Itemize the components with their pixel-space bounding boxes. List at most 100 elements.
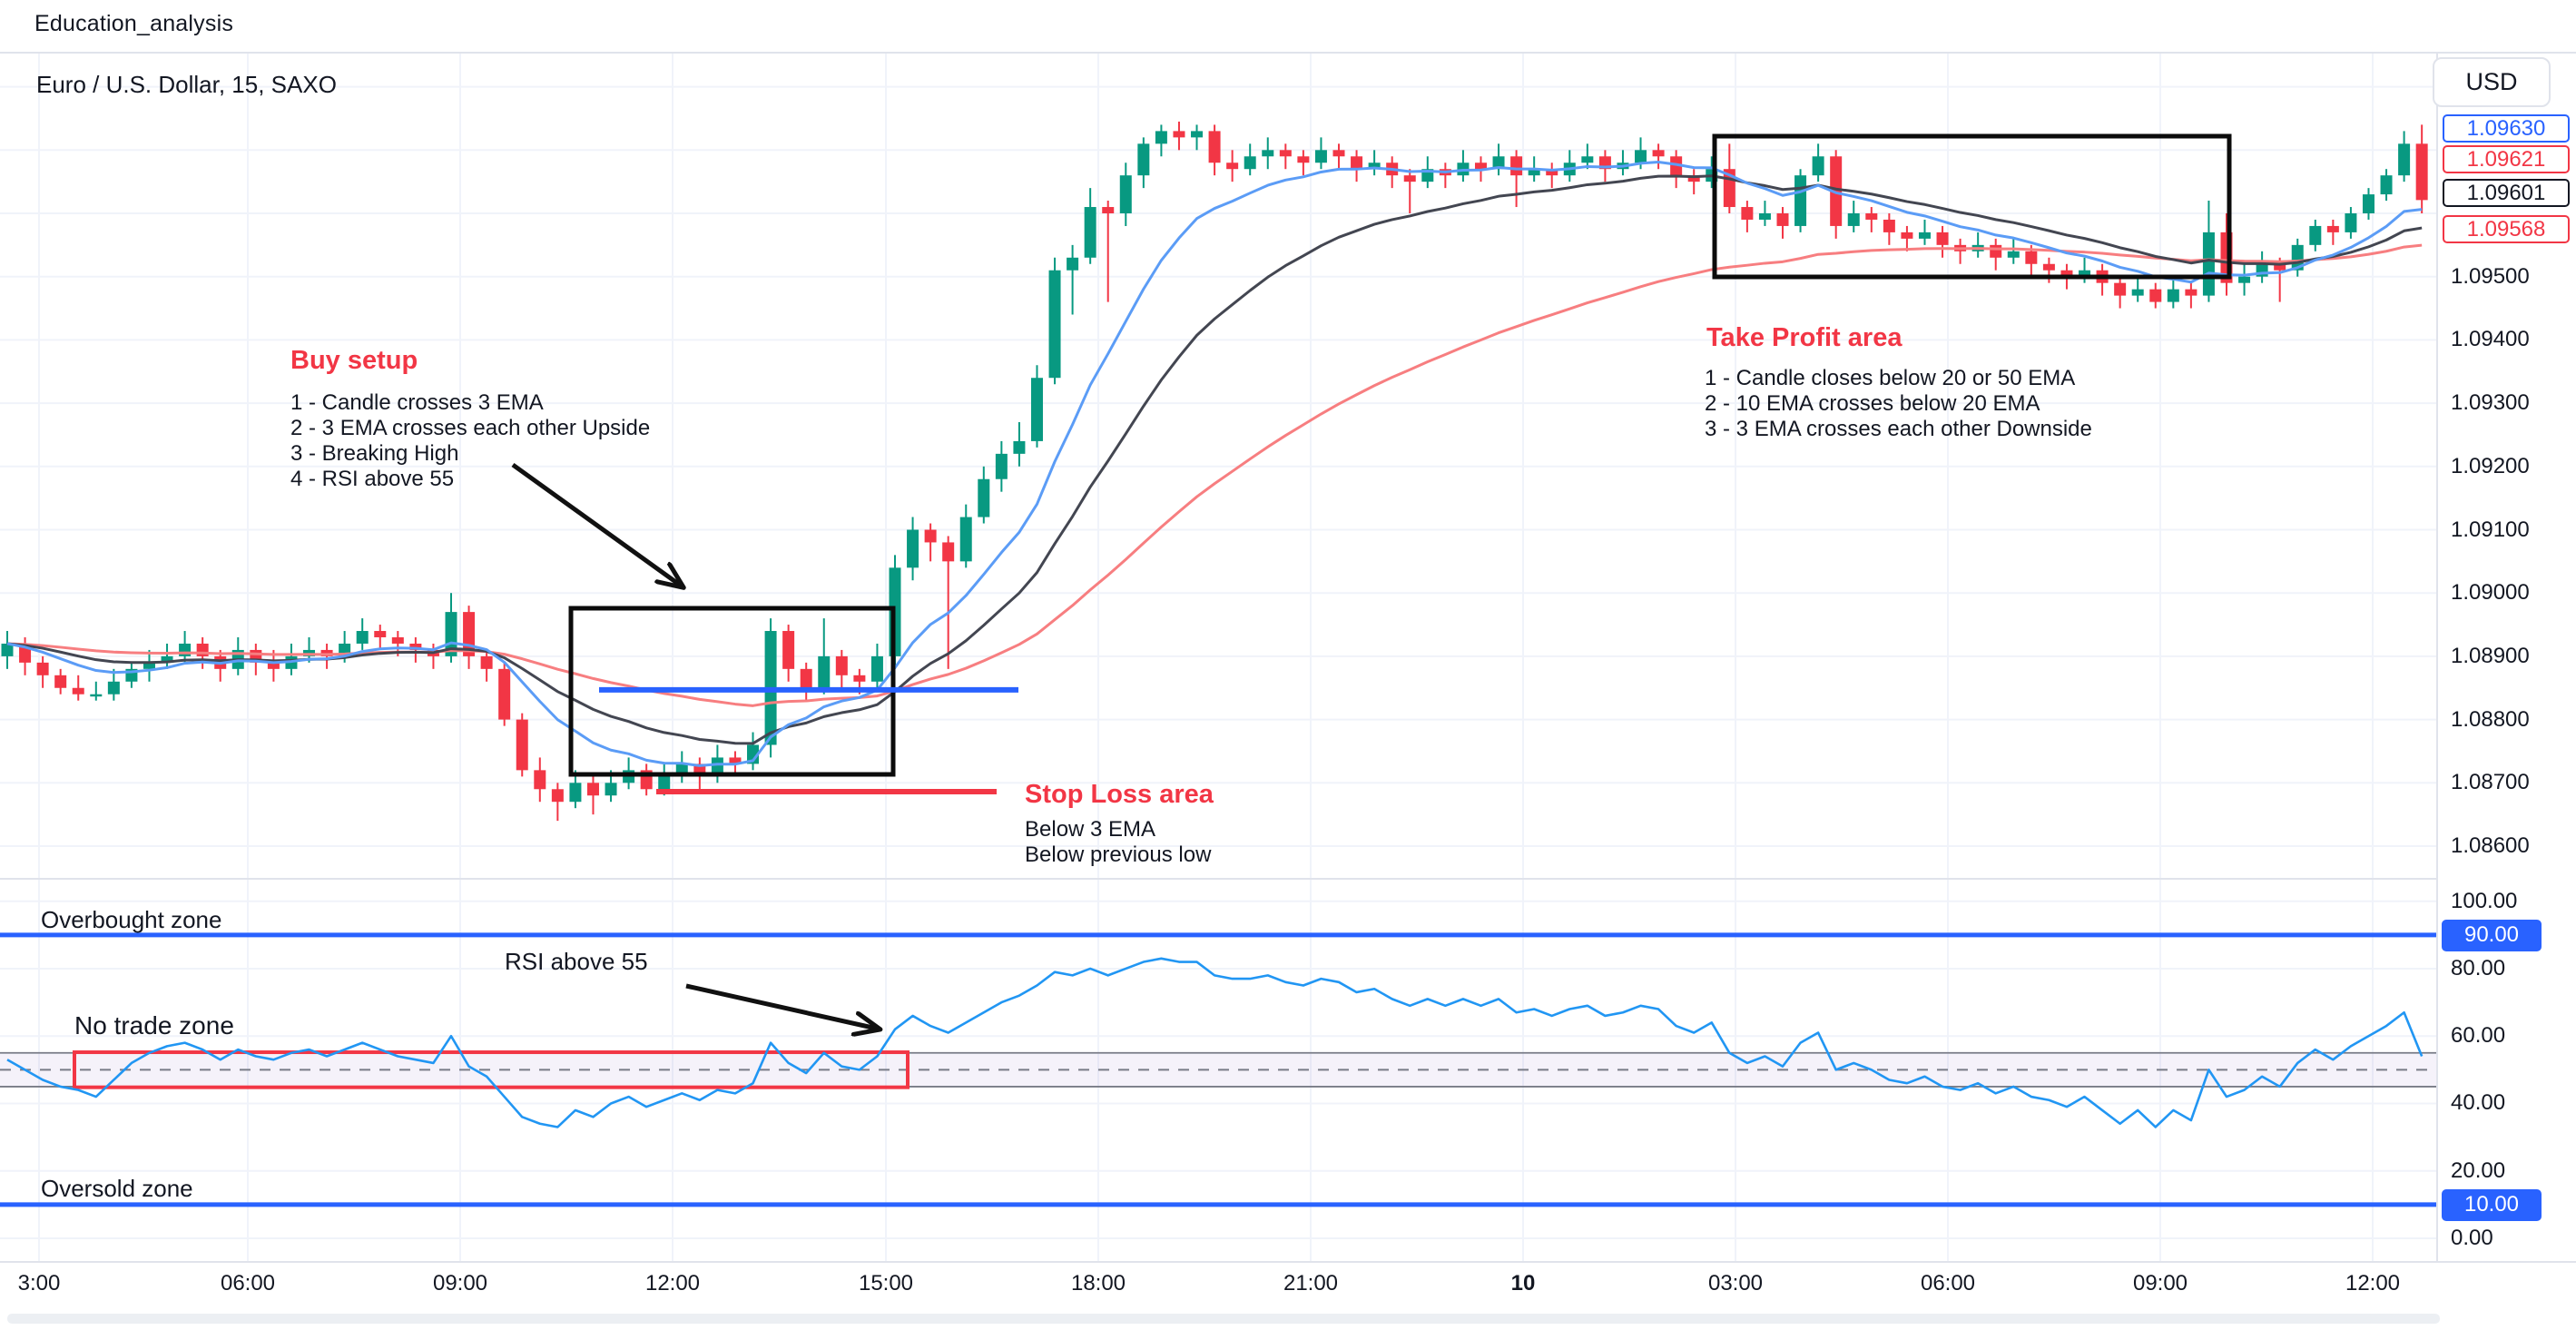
take-profit-item-3: 3 - 3 EMA crosses each other Downside: [1705, 417, 2092, 441]
candle-body: [179, 643, 192, 656]
candle-body: [1067, 257, 1079, 271]
take-profit-title: Take Profit area: [1706, 323, 1903, 352]
candle-body: [498, 668, 511, 720]
bottom-scrollbar: [7, 1314, 2440, 1324]
time-axis-label: 09:00: [2132, 1271, 2188, 1296]
price-axis-label: 1.09400: [2451, 327, 2530, 352]
candle-body: [107, 681, 120, 695]
candle-body: [1208, 131, 1221, 163]
time-axis-label: 06:00: [1920, 1271, 1976, 1296]
candle-body: [1474, 163, 1487, 170]
candle-body: [1492, 156, 1505, 170]
candle-body: [1226, 163, 1239, 170]
rsi-axis-label: 0.00: [2451, 1226, 2493, 1250]
stop-loss-list: Below 3 EMA Below previous low: [1025, 817, 1211, 868]
candle-body: [2415, 143, 2428, 201]
candle-body: [658, 776, 671, 790]
candle-body: [1244, 156, 1256, 170]
candle-body: [1865, 213, 1878, 220]
candle-body: [1812, 156, 1824, 176]
rsi-level-badge: 10.00: [2442, 1188, 2542, 1221]
price-axis-label: 1.08600: [2451, 833, 2530, 858]
candle-body: [782, 631, 795, 669]
candle-body: [1155, 131, 1167, 144]
candle-body: [1546, 169, 1558, 176]
candle-body: [267, 662, 280, 669]
candle-body: [1830, 156, 1843, 226]
stop-loss-item-2: Below previous low: [1025, 842, 1212, 867]
buy-setup-list: 1 - Candle crosses 3 EMA 2 - 3 EMA cross…: [290, 390, 650, 492]
candle-body: [534, 770, 546, 790]
candle-body: [747, 744, 760, 764]
price-axis-label: 1.08900: [2451, 643, 2530, 668]
time-axis-label: 21:00: [1283, 1271, 1339, 1296]
candle-body: [1332, 150, 1345, 157]
candle-body: [995, 453, 1008, 479]
candle-body: [1758, 213, 1771, 220]
candle-body: [1883, 219, 1895, 232]
rsi-arrow-label: RSI above 55: [505, 948, 648, 975]
candle-body: [2149, 289, 2162, 302]
candle-body: [1847, 213, 1860, 226]
candle-body: [2114, 282, 2127, 296]
rsi-axis-label: 40.00: [2451, 1090, 2506, 1116]
time-axis-label: 3:00: [17, 1271, 61, 1296]
rsi-level-badge: 90.00: [2442, 919, 2542, 951]
take-profit-item-1: 1 - Candle closes below 20 or 50 EMA: [1705, 366, 2076, 390]
last-price-label: 1.09621: [2443, 145, 2570, 173]
stop-loss-item-1: Below 3 EMA: [1025, 817, 1156, 842]
buy-setup-title: Buy setup: [290, 346, 418, 375]
candle-body: [72, 687, 84, 695]
candle-body: [374, 631, 387, 637]
candle-body: [1776, 213, 1789, 226]
take-profit-list: 1 - Candle closes below 20 or 50 EMA 2 -…: [1705, 366, 2092, 442]
candle-body: [54, 675, 67, 688]
candle-body: [2167, 289, 2179, 302]
buy-setup-item-4: 4 - RSI above 55: [290, 467, 455, 491]
candle-body: [516, 719, 528, 771]
candle-body: [551, 789, 564, 803]
price-axis-label: 1.08700: [2451, 770, 2530, 795]
candle-body: [924, 529, 937, 543]
candle-body: [586, 783, 599, 796]
candle-body: [1528, 169, 1540, 176]
candle-body: [1670, 156, 1683, 176]
price-axis-label: 1.09300: [2451, 390, 2530, 416]
time-axis-label: 09:00: [432, 1271, 488, 1296]
candle-body: [1297, 156, 1310, 163]
candle-body: [1279, 150, 1292, 157]
price-axis-label: 1.09100: [2451, 517, 2530, 542]
candle-body: [1314, 150, 1327, 163]
buy-setup-arrow: [511, 462, 681, 586]
candle-body: [1191, 131, 1204, 138]
candle-body: [2309, 225, 2322, 245]
currency-button[interactable]: USD: [2433, 57, 2551, 107]
candle-body: [959, 517, 972, 562]
candle-body: [356, 631, 369, 644]
time-axis-label: 10: [1510, 1271, 1536, 1296]
buy-setup-item-2: 2 - 3 EMA crosses each other Upside: [290, 416, 651, 440]
candle-body: [2238, 276, 2251, 283]
candle-body: [2345, 213, 2357, 232]
candle-body: [1918, 232, 1931, 239]
take-profit-item-2: 2 - 10 EMA crosses below 20 EMA: [1705, 391, 2040, 416]
candle-body: [1990, 244, 2002, 258]
rsi-line: [6, 957, 2424, 1128]
no-trade-zone-box: [73, 1050, 909, 1089]
rsi-axis-label: 100.00: [2451, 888, 2518, 913]
candle-body: [1119, 175, 1132, 213]
candle-body: [1262, 150, 1274, 157]
time-axis-label: 15:00: [858, 1271, 914, 1296]
candle-body: [818, 655, 831, 688]
candle-body: [835, 655, 848, 675]
candle-body: [1901, 232, 1913, 239]
rsi-axis-label: 20.00: [2451, 1158, 2506, 1183]
candle-body: [2202, 232, 2215, 296]
no-trade-zone-label: No trade zone: [74, 1011, 234, 1039]
rsi-axis-label: 60.00: [2451, 1023, 2506, 1049]
candle-body: [1013, 440, 1026, 454]
candle-body: [409, 643, 422, 650]
symbol-legend[interactable]: Euro / U.S. Dollar, 15, SAXO: [36, 71, 337, 98]
